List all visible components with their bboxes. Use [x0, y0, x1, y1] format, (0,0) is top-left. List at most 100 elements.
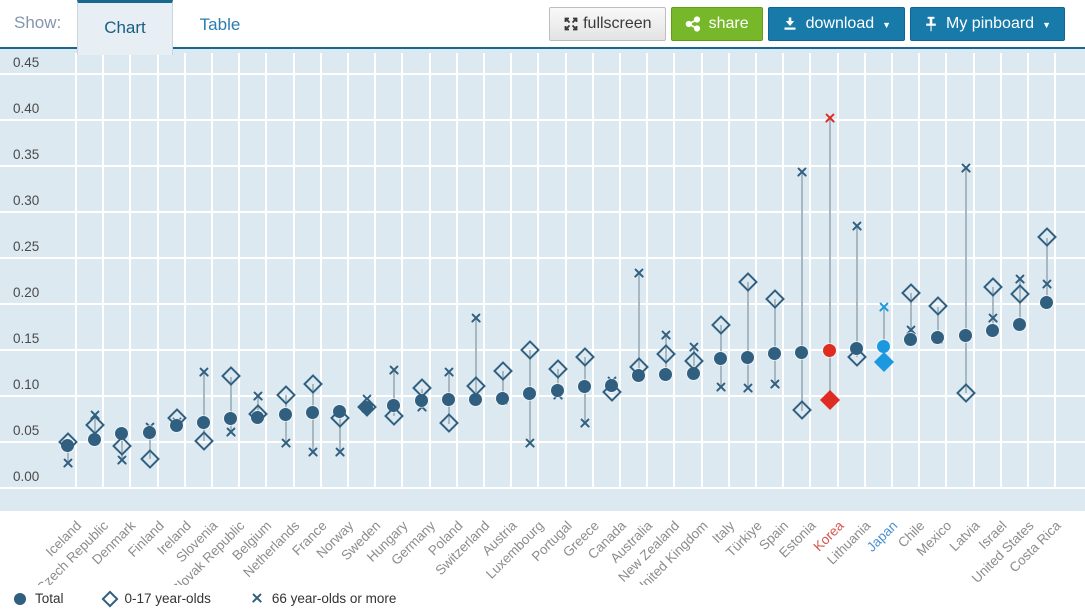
- marker-66plus-slovak-republic[interactable]: [225, 426, 237, 438]
- share-button[interactable]: share: [670, 7, 763, 41]
- marker-total-japan[interactable]: [877, 340, 890, 354]
- marker-66plus-costa-rica[interactable]: [1041, 279, 1053, 291]
- marker-total-united-kingdom[interactable]: [687, 366, 700, 380]
- marker-total-chile[interactable]: [904, 332, 917, 346]
- v-gridline: [701, 53, 703, 488]
- my-pinboard-button[interactable]: My pinboard ▼: [910, 7, 1065, 41]
- range-line-united-states: [1019, 279, 1021, 326]
- h-gridline: [0, 487, 1085, 489]
- marker-66plus-iceland[interactable]: [62, 457, 74, 469]
- marker-66plus-israel[interactable]: [987, 312, 999, 324]
- marker-total-slovak-republic[interactable]: [224, 412, 237, 425]
- marker-total-hungary[interactable]: [387, 399, 400, 413]
- marker-total-norway[interactable]: [333, 404, 346, 418]
- marker-66plus-korea[interactable]: [824, 112, 836, 124]
- h-gridline: [0, 257, 1085, 259]
- marker-total-luxembourg[interactable]: [523, 387, 536, 401]
- download-button[interactable]: download ▼: [767, 7, 906, 41]
- marker-total-iceland[interactable]: [61, 438, 74, 452]
- h-gridline: [0, 119, 1085, 121]
- marker-total-poland[interactable]: [442, 392, 455, 406]
- marker-total-new-zealand[interactable]: [659, 367, 672, 381]
- marker-total-latvia[interactable]: [959, 329, 972, 343]
- marker-66plus-t-rkiye[interactable]: [742, 383, 754, 395]
- toolbar: Show: Chart Table fullscreen: [0, 0, 1085, 55]
- marker-66plus-latvia[interactable]: [960, 162, 972, 174]
- marker-total-finland[interactable]: [143, 425, 156, 439]
- marker-66plus-netherlands[interactable]: [280, 437, 292, 449]
- marker-66plus-estonia[interactable]: [796, 166, 808, 178]
- marker-total-switzerland[interactable]: [469, 392, 482, 406]
- y-axis-label: 0.10: [13, 377, 40, 392]
- show-label: Show:: [14, 13, 62, 32]
- range-line-mexico: [937, 306, 939, 339]
- marker-total-greece[interactable]: [578, 379, 591, 393]
- v-gridline: [129, 53, 131, 488]
- v-gridline: [75, 53, 77, 488]
- marker-total-portugal[interactable]: [551, 384, 564, 398]
- legend-label-0-17: 0-17 year-olds: [124, 591, 211, 606]
- marker-total-estonia[interactable]: [795, 345, 808, 359]
- pin-icon: [924, 16, 938, 32]
- marker-total-costa-rica[interactable]: [1040, 296, 1053, 310]
- marker-total-canada[interactable]: [605, 378, 618, 392]
- y-axis-label: 0.00: [13, 469, 40, 484]
- marker-total-australia[interactable]: [632, 368, 645, 382]
- range-line-hungary: [393, 370, 395, 417]
- marker-total-italy[interactable]: [714, 352, 727, 366]
- v-gridline: [1054, 53, 1056, 488]
- marker-total-belgium[interactable]: [251, 411, 264, 425]
- tab-table[interactable]: Table: [174, 0, 266, 47]
- marker-66plus-italy[interactable]: [715, 381, 727, 393]
- v-gridline: [945, 53, 947, 488]
- marker-total-t-rkiye[interactable]: [741, 351, 754, 365]
- marker-total-slovenia[interactable]: [197, 415, 210, 429]
- marker-66plus-lithuania[interactable]: [851, 220, 863, 232]
- v-gridline: [646, 53, 648, 488]
- marker-66plus-slovenia[interactable]: [198, 366, 210, 378]
- marker-total-austria[interactable]: [496, 391, 509, 405]
- marker-66plus-france[interactable]: [307, 446, 319, 458]
- marker-66plus-denmark[interactable]: [116, 454, 128, 466]
- marker-66plus-spain[interactable]: [769, 378, 781, 390]
- marker-total-germany[interactable]: [415, 393, 428, 407]
- marker-66plus-hungary[interactable]: [388, 364, 400, 376]
- marker-66plus-switzerland[interactable]: [470, 312, 482, 324]
- marker-66plus-greece[interactable]: [579, 418, 591, 430]
- marker-66plus-japan[interactable]: [878, 301, 890, 313]
- v-gridline: [864, 53, 866, 488]
- tab-chart[interactable]: Chart: [77, 0, 173, 55]
- marker-total-france[interactable]: [306, 406, 319, 420]
- marker-66plus-norway[interactable]: [334, 446, 346, 458]
- legend-label-66plus: 66 year-olds or more: [271, 591, 397, 606]
- marker-total-israel[interactable]: [986, 323, 999, 337]
- fullscreen-label: fullscreen: [583, 15, 652, 32]
- marker-total-sweden[interactable]: [360, 400, 373, 414]
- marker-total-ireland[interactable]: [170, 419, 183, 433]
- marker-total-spain[interactable]: [768, 346, 781, 360]
- download-label: download: [805, 15, 875, 32]
- marker-66plus-new-zealand[interactable]: [660, 329, 672, 341]
- marker-total-lithuania[interactable]: [850, 342, 863, 356]
- marker-66plus-luxembourg[interactable]: [524, 437, 536, 449]
- marker-total-united-states[interactable]: [1013, 318, 1026, 332]
- marker-66plus-belgium[interactable]: [252, 390, 264, 402]
- legend-label-total: Total: [35, 591, 64, 606]
- v-gridline: [565, 53, 567, 488]
- v-gridline: [673, 53, 675, 488]
- marker-total-denmark[interactable]: [115, 426, 128, 440]
- range-line-spain: [774, 299, 776, 385]
- range-line-costa-rica: [1046, 237, 1048, 304]
- range-line-iceland: [67, 442, 69, 464]
- marker-66plus-poland[interactable]: [443, 366, 455, 378]
- range-line-chile: [910, 292, 912, 340]
- range-line-latvia: [965, 167, 967, 394]
- range-line-estonia: [801, 172, 803, 411]
- marker-total-mexico[interactable]: [931, 331, 944, 345]
- marker-total-korea[interactable]: [823, 343, 836, 357]
- marker-total-netherlands[interactable]: [279, 408, 292, 422]
- fullscreen-button[interactable]: fullscreen: [549, 7, 666, 41]
- marker-66plus-australia[interactable]: [633, 268, 645, 280]
- marker-total-czech-republic[interactable]: [88, 433, 101, 447]
- h-gridline: [0, 73, 1085, 75]
